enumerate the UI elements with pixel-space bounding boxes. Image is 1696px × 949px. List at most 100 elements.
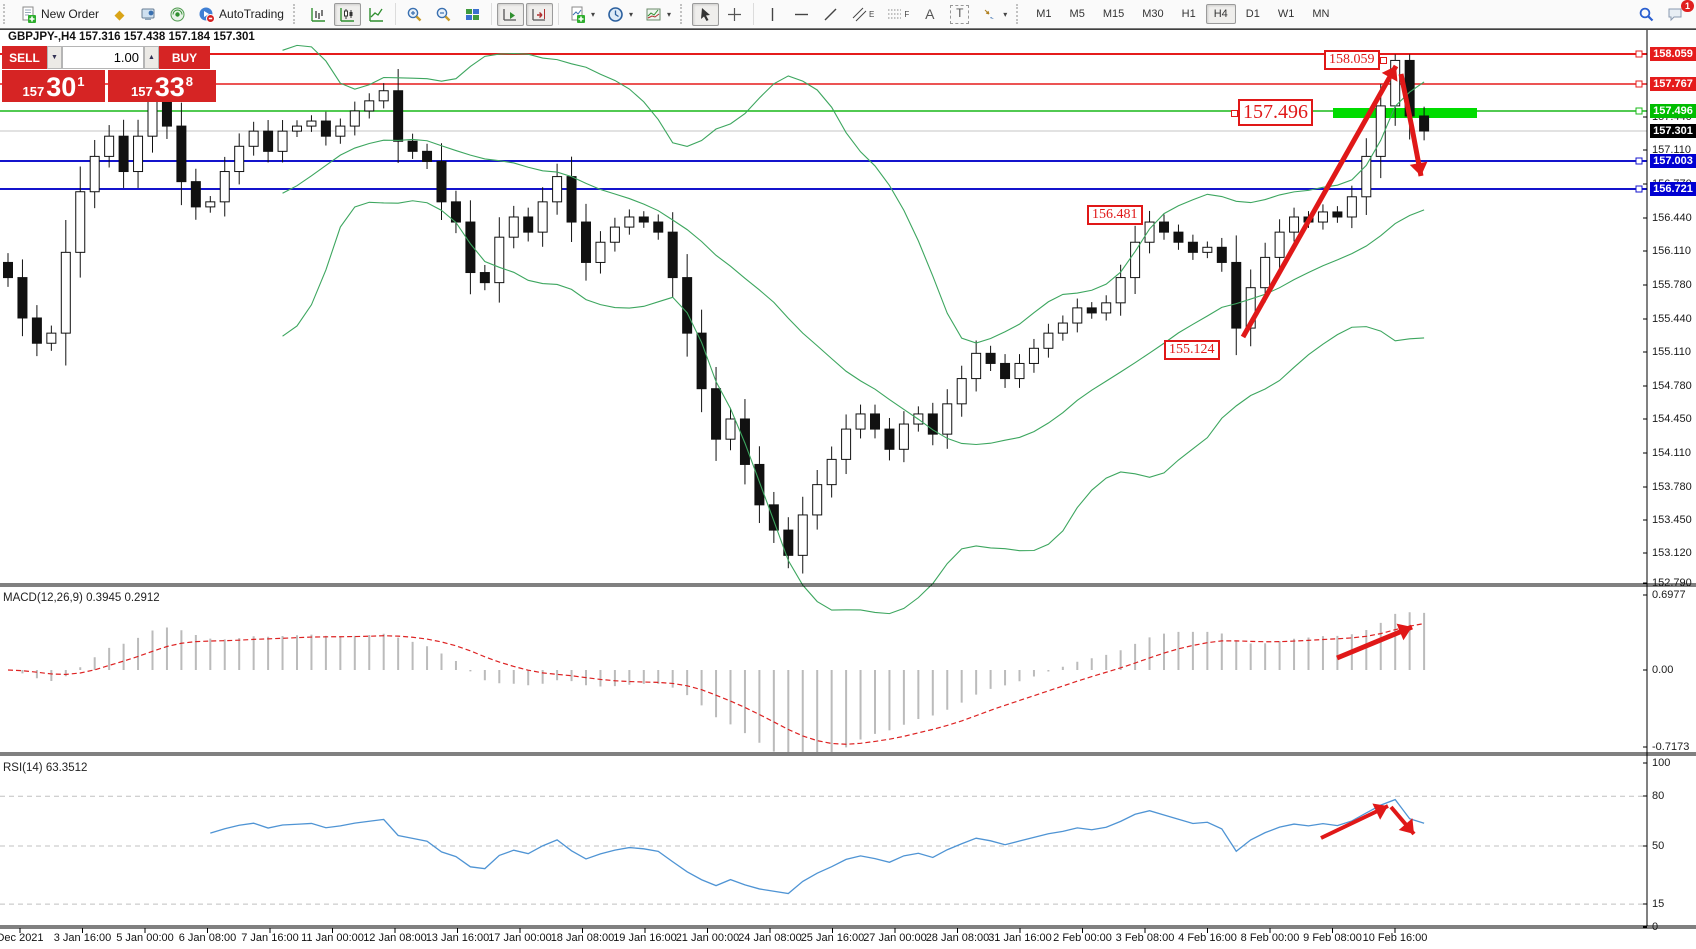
buy-price-button[interactable]: 157 33 8 (108, 70, 216, 102)
cursor-tool-button[interactable] (692, 2, 719, 26)
new-order-button[interactable]: New Order (15, 3, 104, 26)
toolbar-separator (557, 3, 559, 25)
text-tool[interactable]: A (916, 3, 943, 26)
indicators-icon (571, 6, 585, 23)
tile-windows-button[interactable] (459, 3, 486, 26)
bar-chart-button[interactable] (305, 3, 332, 26)
volume-input[interactable] (63, 47, 143, 68)
toolbar: New Order ◆ Au (0, 0, 1696, 29)
volume-decrease-button[interactable]: ▼ (47, 46, 62, 69)
toolbar-grip (1016, 4, 1023, 24)
timeframe-m30[interactable]: M30 (1142, 8, 1164, 20)
zoom-in-icon (407, 7, 422, 21)
timeframe-m5[interactable]: M5 (1069, 8, 1085, 20)
chat-icon (1668, 8, 1682, 21)
toolbar-separator (394, 3, 396, 25)
indicators-button[interactable]: ▾ (564, 3, 600, 26)
trendline-tool[interactable] (817, 3, 844, 26)
buy-price-sup: 8 (185, 74, 193, 89)
zoom-out-button[interactable] (430, 3, 457, 26)
auto-scroll-button[interactable] (496, 2, 524, 26)
sell-price-small: 157 (22, 84, 45, 99)
vertical-line-icon (771, 7, 774, 21)
rsi-line (210, 798, 1425, 895)
fibonacci-tool[interactable]: F (881, 3, 914, 26)
trend-arrow-head (1398, 818, 1414, 834)
search-icon (1639, 7, 1654, 21)
buy-button[interactable]: BUY (159, 46, 210, 69)
chart-title: GBPJPY-,H4 157.316 157.438 157.184 157.3… (8, 31, 255, 43)
templates-caret: ▾ (666, 9, 671, 19)
one-click-trading-panel: SELL ▼ ▲ BUY 157 30 1 157 33 8 (2, 46, 216, 102)
signals-button[interactable] (164, 3, 191, 26)
line-chart-button[interactable] (363, 3, 390, 26)
text-label-tool[interactable]: T (945, 2, 974, 27)
crosshair-tool-button[interactable] (721, 3, 748, 26)
candlestick-chart-icon (340, 7, 354, 22)
chat-button[interactable]: 1 (1662, 0, 1694, 26)
arrows-icon (984, 9, 995, 19)
macd-signal-line (7, 622, 1425, 745)
macd-histogram (21, 612, 1426, 752)
bar-chart-icon (311, 7, 325, 22)
autotrading-label: AutoTrading (219, 7, 284, 21)
periods-button[interactable]: ▾ (602, 3, 638, 26)
signals-icon (170, 7, 185, 21)
timeframe-m15[interactable]: M15 (1102, 8, 1125, 20)
horizontal-line-tool[interactable] (788, 3, 815, 26)
arrows-tool[interactable]: ▾ (976, 3, 1012, 26)
templates-icon (646, 8, 661, 20)
equidistant-channel-tool[interactable]: E (846, 3, 879, 26)
timeframe-m1[interactable]: M1 (1036, 8, 1052, 20)
new-order-icon (22, 6, 36, 23)
line-chart-icon (369, 7, 383, 22)
buy-price-big: 33 (154, 72, 185, 102)
channel-icon (852, 7, 867, 21)
metaeditor-icon (141, 8, 155, 20)
trend-arrow (1336, 624, 1413, 661)
trend-arrow-head (1381, 66, 1398, 82)
trend-arrow-head (1409, 161, 1428, 176)
crosshair-icon (728, 7, 741, 21)
timeframe-h1[interactable]: H1 (1181, 8, 1196, 20)
templates-button[interactable]: ▾ (640, 3, 676, 26)
zoom-in-button[interactable] (401, 3, 428, 26)
sell-price-sup: 1 (77, 74, 85, 89)
toolbar-separator (753, 3, 754, 25)
text-label-icon: T (950, 4, 970, 24)
market-icon: ◆ (114, 6, 125, 22)
autotrading-button[interactable]: AutoTrading (193, 3, 289, 26)
vertical-line-tool[interactable] (759, 3, 786, 26)
chart-shift-icon (532, 8, 545, 21)
line-handle (1635, 80, 1643, 88)
trend-arrow (1240, 64, 1399, 339)
timeframe-w1[interactable]: W1 (1277, 8, 1295, 20)
sell-button[interactable]: SELL (2, 46, 47, 69)
periods-caret: ▾ (628, 9, 633, 19)
chat-badge: 1 (1680, 0, 1694, 12)
bollinger-middle (282, 138, 1425, 446)
timeframe-mn[interactable]: MN (1312, 8, 1330, 20)
line-handle (1635, 50, 1643, 58)
toolbar-right: 1 (1632, 0, 1694, 26)
trendline-icon (824, 8, 837, 20)
volume-increase-button[interactable]: ▲ (144, 46, 159, 69)
chart-shift-button[interactable] (525, 2, 553, 26)
trend-arrow (1398, 73, 1424, 177)
cursor-icon (701, 7, 710, 21)
candlestick-chart-button[interactable] (333, 2, 361, 26)
toolbar-separator (490, 3, 492, 25)
market-button[interactable]: ◆ (106, 3, 133, 26)
line-handle (1635, 185, 1643, 193)
indicators-caret: ▾ (590, 9, 595, 19)
search-button[interactable] (1633, 3, 1660, 26)
tile-windows-icon (465, 8, 479, 20)
sell-price-button[interactable]: 157 30 1 (2, 70, 105, 102)
trend-arrow-head (1396, 623, 1412, 641)
buy-price-small: 157 (131, 84, 153, 99)
metaeditor-button[interactable] (135, 3, 162, 26)
timeframe-d1[interactable]: D1 (1245, 8, 1260, 20)
sell-price-big: 30 (46, 72, 77, 102)
timeframe-h4[interactable]: H4 (1205, 4, 1236, 24)
